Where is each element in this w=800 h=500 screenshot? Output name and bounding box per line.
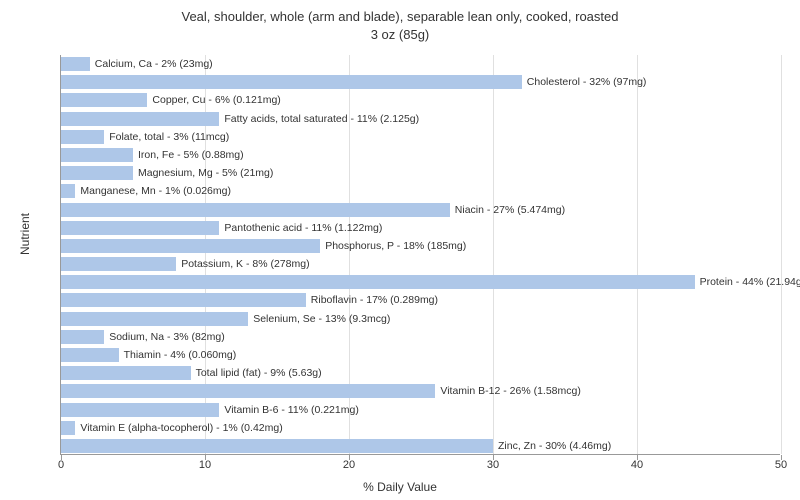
nutrient-bar-label: Niacin - 27% (5.474mg) xyxy=(455,203,565,217)
x-axis-label: % Daily Value xyxy=(0,480,800,494)
nutrient-bar xyxy=(61,384,435,398)
nutrient-bar xyxy=(61,293,306,307)
nutrient-bar xyxy=(61,275,695,289)
chart-title: Veal, shoulder, whole (arm and blade), s… xyxy=(0,0,800,44)
nutrient-bar-label: Vitamin B-6 - 11% (0.221mg) xyxy=(224,403,358,417)
title-line-1: Veal, shoulder, whole (arm and blade), s… xyxy=(182,9,619,24)
x-tick-label: 20 xyxy=(343,459,355,471)
nutrient-bar xyxy=(61,421,75,435)
nutrient-bar-label: Potassium, K - 8% (278mg) xyxy=(181,257,309,271)
nutrient-bar xyxy=(61,403,219,417)
nutrient-bar-label: Fatty acids, total saturated - 11% (2.12… xyxy=(224,112,419,126)
nutrient-bar xyxy=(61,57,90,71)
x-tick-label: 10 xyxy=(199,459,211,471)
nutrient-bar-label: Thiamin - 4% (0.060mg) xyxy=(124,348,237,362)
nutrient-bar-label: Phosphorus, P - 18% (185mg) xyxy=(325,239,466,253)
nutrient-bar-label: Cholesterol - 32% (97mg) xyxy=(527,75,647,89)
nutrient-bar-label: Pantothenic acid - 11% (1.122mg) xyxy=(224,221,382,235)
nutrient-bar xyxy=(61,221,219,235)
plot-area: 01020304050Calcium, Ca - 2% (23mg)Choles… xyxy=(60,55,780,455)
nutrient-bar-label: Vitamin E (alpha-tocopherol) - 1% (0.42m… xyxy=(80,421,282,435)
nutrient-bar xyxy=(61,348,119,362)
gridline xyxy=(781,55,782,454)
nutrient-bar xyxy=(61,239,320,253)
nutrient-bar-label: Magnesium, Mg - 5% (21mg) xyxy=(138,166,273,180)
nutrient-bar-label: Total lipid (fat) - 9% (5.63g) xyxy=(196,366,322,380)
nutrient-bar-label: Selenium, Se - 13% (9.3mcg) xyxy=(253,312,390,326)
nutrient-bar-label: Protein - 44% (21.94g) xyxy=(700,275,800,289)
nutrient-bar-label: Manganese, Mn - 1% (0.026mg) xyxy=(80,184,231,198)
title-line-2: 3 oz (85g) xyxy=(371,27,430,42)
x-tick-label: 40 xyxy=(631,459,643,471)
nutrient-bar-label: Calcium, Ca - 2% (23mg) xyxy=(95,57,213,71)
nutrient-bar-label: Folate, total - 3% (11mcg) xyxy=(109,130,229,144)
nutrient-bar-label: Riboflavin - 17% (0.289mg) xyxy=(311,293,438,307)
nutrient-bar xyxy=(61,93,147,107)
nutrient-bar-label: Sodium, Na - 3% (82mg) xyxy=(109,330,225,344)
nutrient-bar xyxy=(61,203,450,217)
nutrient-bar xyxy=(61,366,191,380)
nutrient-bar-label: Vitamin B-12 - 26% (1.58mcg) xyxy=(440,384,580,398)
nutrient-bar xyxy=(61,312,248,326)
nutrient-bar-label: Zinc, Zn - 30% (4.46mg) xyxy=(498,439,611,453)
y-axis-label: Nutrient xyxy=(18,213,32,255)
nutrient-bar xyxy=(61,148,133,162)
x-tick-label: 30 xyxy=(487,459,499,471)
x-tick-label: 0 xyxy=(58,459,64,471)
nutrient-bar-label: Iron, Fe - 5% (0.88mg) xyxy=(138,148,244,162)
nutrient-bar xyxy=(61,330,104,344)
nutrient-bar xyxy=(61,130,104,144)
nutrient-chart: Veal, shoulder, whole (arm and blade), s… xyxy=(0,0,800,500)
nutrient-bar xyxy=(61,257,176,271)
nutrient-bar xyxy=(61,166,133,180)
nutrient-bar xyxy=(61,112,219,126)
gridline xyxy=(637,55,638,454)
nutrient-bar xyxy=(61,184,75,198)
nutrient-bar-label: Copper, Cu - 6% (0.121mg) xyxy=(152,93,280,107)
nutrient-bar xyxy=(61,75,522,89)
nutrient-bar xyxy=(61,439,493,453)
x-tick-label: 50 xyxy=(775,459,787,471)
